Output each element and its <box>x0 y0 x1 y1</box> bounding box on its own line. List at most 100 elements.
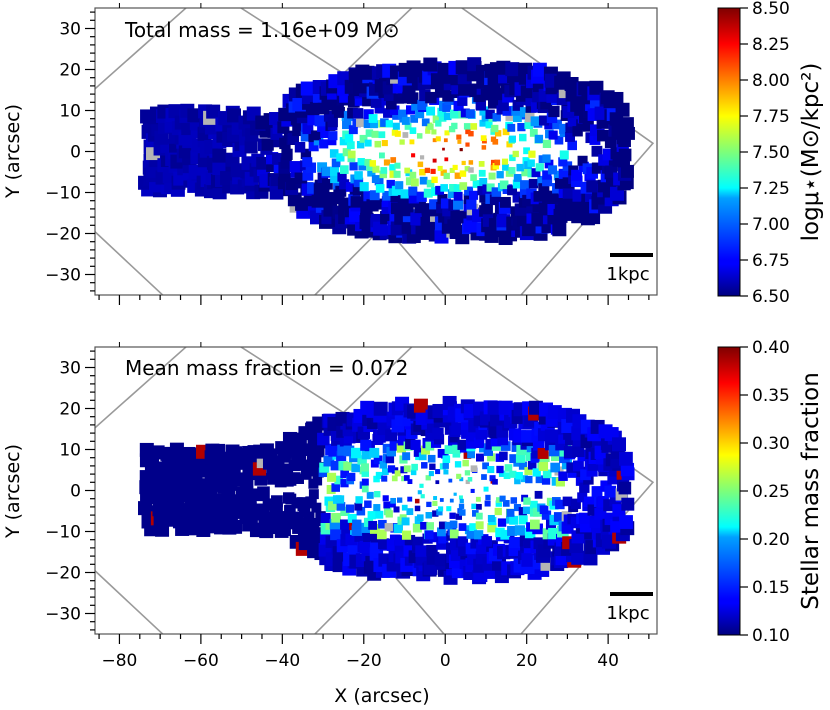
y-tick-label: 0 <box>70 143 81 163</box>
voronoi-bin <box>385 98 397 110</box>
voronoi-bin <box>572 126 583 137</box>
voronoi-bin <box>554 135 564 145</box>
top-scalebar-bar <box>610 253 653 257</box>
voronoi-bin <box>470 174 477 181</box>
voronoi-bin <box>413 398 428 413</box>
voronoi-bin <box>294 450 307 463</box>
colorbar-tick-label: 0.30 <box>752 434 790 454</box>
voronoi-bin <box>487 466 495 474</box>
voronoi-bin <box>479 192 490 203</box>
voronoi-bin <box>371 130 379 138</box>
voronoi-bin <box>519 133 527 142</box>
voronoi-bin <box>457 439 468 450</box>
voronoi-bin <box>532 468 541 477</box>
voronoi-bin <box>483 446 494 456</box>
colorbar-tick-label: 6.50 <box>752 287 790 307</box>
voronoi-bin <box>378 519 387 529</box>
voronoi-bin <box>546 190 558 202</box>
voronoi-bin <box>435 480 440 485</box>
voronoi-bin <box>426 179 435 188</box>
voronoi-bin <box>607 472 620 485</box>
voronoi-bin <box>335 495 345 504</box>
voronoi-bin <box>369 447 380 458</box>
voronoi-bin <box>565 122 576 134</box>
voronoi-bin <box>391 185 402 196</box>
voronoi-bin <box>291 497 303 509</box>
voronoi-bin <box>548 445 561 457</box>
colorbar-tick-label: 0.15 <box>752 578 790 598</box>
colorbar-tick-label: 0.25 <box>752 482 790 502</box>
voronoi-bin <box>538 115 550 126</box>
voronoi-bin <box>469 190 479 200</box>
voronoi-bin <box>418 452 427 461</box>
voronoi-bin <box>487 523 497 533</box>
voronoi-bin <box>621 164 634 178</box>
voronoi-bin <box>361 469 370 477</box>
voronoi-bin <box>463 123 471 130</box>
voronoi-bin <box>589 80 604 95</box>
voronoi-bin <box>442 462 449 469</box>
voronoi-bin <box>499 180 509 190</box>
voronoi-bin <box>562 186 575 199</box>
voronoi-bin <box>297 459 310 471</box>
voronoi-bin <box>444 157 449 162</box>
voronoi-bin <box>337 172 347 182</box>
voronoi-bin <box>419 176 428 185</box>
voronoi-bin <box>502 500 510 507</box>
voronoi-bin <box>327 116 338 128</box>
voronoi-bin <box>505 62 520 77</box>
voronoi-bin <box>470 123 478 130</box>
voronoi-bin <box>436 538 448 550</box>
voronoi-bin <box>532 507 542 517</box>
voronoi-bin <box>374 103 385 114</box>
voronoi-bin <box>520 475 528 483</box>
voronoi-bin <box>320 512 331 524</box>
voronoi-bin <box>396 443 407 453</box>
voronoi-bin <box>385 120 393 128</box>
voronoi-bin <box>351 447 362 459</box>
voronoi-bin <box>330 460 341 471</box>
voronoi-bin <box>529 519 540 530</box>
voronoi-bin <box>381 475 388 482</box>
top-y-ticks: 30 20 10 0 −10 −20 −30 <box>45 11 95 292</box>
voronoi-bin <box>566 462 577 473</box>
voronoi-bin <box>507 185 518 196</box>
voronoi-bin <box>525 102 537 113</box>
voronoi-bin <box>467 477 473 482</box>
voronoi-bin <box>404 167 411 174</box>
voronoi-bin <box>420 494 425 499</box>
voronoi-bin <box>315 511 326 522</box>
voronoi-bin <box>466 430 479 442</box>
bottom-scalebar-label: 1kpc <box>606 603 649 624</box>
voronoi-bin <box>487 453 496 462</box>
voronoi-bin <box>530 116 541 127</box>
voronoi-bin <box>535 475 544 484</box>
voronoi-bin <box>406 508 414 516</box>
voronoi-bin <box>425 512 432 519</box>
voronoi-bin <box>300 469 312 480</box>
voronoi-bin <box>522 157 530 165</box>
voronoi-bin <box>347 513 357 523</box>
voronoi-bin <box>354 94 367 106</box>
x-tick-label: −20 <box>346 651 382 671</box>
voronoi-bin <box>538 461 549 471</box>
voronoi-bin <box>342 148 351 157</box>
voronoi-bin <box>500 441 511 451</box>
voronoi-bin <box>470 488 475 493</box>
voronoi-bin <box>226 108 241 123</box>
voronoi-bin <box>533 191 545 202</box>
voronoi-bin <box>472 180 481 188</box>
voronoi-bin <box>382 468 389 476</box>
voronoi-bin <box>528 150 536 158</box>
voronoi-bin <box>457 536 469 547</box>
voronoi-bin <box>550 462 561 473</box>
voronoi-bin <box>521 168 530 177</box>
voronoi-bin <box>464 470 471 476</box>
voronoi-bin <box>358 162 367 171</box>
voronoi-bin <box>425 128 431 134</box>
y-tick-label: 20 <box>59 400 81 420</box>
voronoi-bin <box>393 170 401 178</box>
voronoi-bin <box>383 159 390 166</box>
voronoi-bin <box>154 130 169 145</box>
voronoi-bin <box>442 147 445 151</box>
